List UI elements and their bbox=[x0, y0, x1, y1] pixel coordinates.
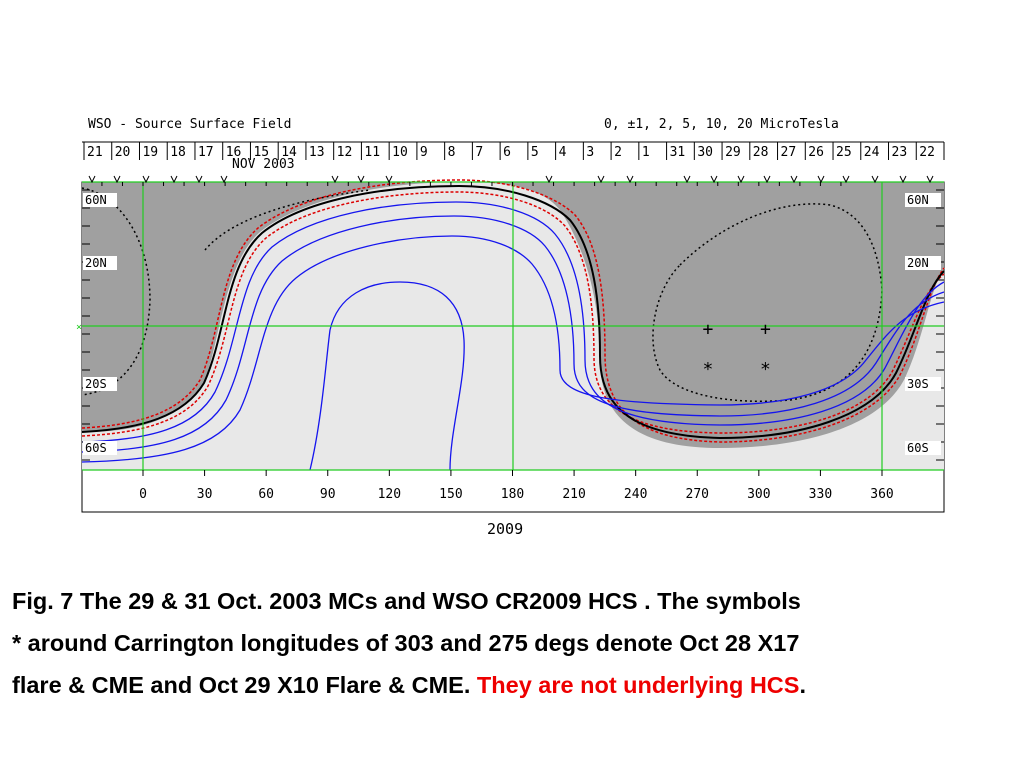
boundary-contour-outer bbox=[81, 179, 945, 443]
dotted-contour-top bbox=[204, 189, 371, 251]
latitude-labels-right: 60N 20N 30S 60S bbox=[905, 193, 941, 455]
latitude-label-right: 60S bbox=[907, 441, 929, 455]
caption-line-3-end: . bbox=[799, 672, 806, 698]
source-surface-field-map: WSO - Source Surface Field 0, ±1, 2, 5, … bbox=[76, 117, 945, 538]
day-tick-label: 30 bbox=[697, 145, 713, 160]
latitude-label-left: 60N bbox=[85, 193, 107, 207]
latitude-labels-left: 60N 20N 20S 60S bbox=[83, 193, 117, 455]
day-tick-label: 29 bbox=[725, 145, 741, 160]
blue-contour-1 bbox=[81, 201, 945, 443]
caption-line-3-red: They are not underlying HCS bbox=[476, 672, 800, 698]
plus-marker: + bbox=[760, 319, 771, 340]
longitude-tick-label: 120 bbox=[378, 487, 401, 502]
carrington-rotation-label: 2009 bbox=[487, 520, 523, 538]
latitude-label-right: 30S bbox=[907, 377, 929, 391]
longitude-axis: 0 30 60 90 120 150 180 210 240 270 300 330 360 bbox=[139, 470, 894, 502]
longitude-tick-label: 90 bbox=[320, 487, 336, 502]
day-tick-label: 6 bbox=[503, 145, 511, 160]
day-tick-label: 18 bbox=[170, 145, 186, 160]
longitude-tick-label: 270 bbox=[686, 487, 709, 502]
dotted-contour-right bbox=[652, 203, 883, 402]
longitude-tick-label: 180 bbox=[501, 487, 524, 502]
contour-levels-rest: 1, 2, 5, 10, 20 MicroTesla bbox=[635, 117, 839, 132]
caption-line-3: flare & CME and Oct 29 X10 Flare & CME. … bbox=[12, 664, 1017, 706]
longitude-tick-label: 360 bbox=[870, 487, 893, 502]
star-marker: * bbox=[760, 359, 771, 380]
day-tick-label: 3 bbox=[586, 145, 594, 160]
longitude-tick-label: 60 bbox=[258, 487, 274, 502]
day-tick-label: 10 bbox=[392, 145, 408, 160]
boundary-contour-inner bbox=[81, 191, 945, 437]
day-tick-label: 21 bbox=[87, 145, 103, 160]
inner-tick-marks bbox=[82, 182, 944, 461]
latitude-label-left: 20S bbox=[85, 377, 107, 391]
longitude-tick-label: 330 bbox=[809, 487, 832, 502]
caption-line-2: * around Carrington longitudes of 303 an… bbox=[12, 630, 800, 656]
plus-marker: + bbox=[703, 319, 714, 340]
day-tick-label: 27 bbox=[781, 145, 797, 160]
day-tick-label: 25 bbox=[836, 145, 852, 160]
day-tick-label: 14 bbox=[281, 145, 297, 160]
latitude-label-right: 60N bbox=[907, 193, 929, 207]
caption-line-1: Fig. 7 The 29 & 31 Oct. 2003 MCs and WSO… bbox=[12, 588, 801, 614]
day-tick-label: 26 bbox=[808, 145, 824, 160]
day-tick-label: 1 bbox=[642, 145, 650, 160]
day-tick-label: 22 bbox=[919, 145, 935, 160]
longitude-tick-label: 0 bbox=[139, 487, 147, 502]
equator-marker: × bbox=[76, 322, 82, 333]
latitude-label-right: 20N bbox=[907, 256, 929, 270]
caption-line-3-black: flare & CME and Oct 29 X10 Flare & CME. bbox=[12, 672, 477, 698]
day-tick-label: 11 bbox=[364, 145, 380, 160]
longitude-tick-label: 300 bbox=[747, 487, 770, 502]
day-tick-label: 7 bbox=[475, 145, 483, 160]
day-tick-label: 24 bbox=[864, 145, 880, 160]
day-tick-label: 15 bbox=[253, 145, 269, 160]
longitude-tick-label: 240 bbox=[624, 487, 647, 502]
longitude-tick-label: 150 bbox=[439, 487, 462, 502]
star-marker: * bbox=[703, 359, 714, 380]
longitude-tick-label: 210 bbox=[562, 487, 585, 502]
day-tick-label: 20 bbox=[115, 145, 131, 160]
event-markers: + + * * bbox=[703, 319, 771, 380]
latitude-label-left: 20N bbox=[85, 256, 107, 270]
figure-caption: Fig. 7 The 29 & 31 Oct. 2003 MCs and WSO… bbox=[12, 580, 1017, 706]
contour-levels-prefix: 0, bbox=[604, 117, 627, 132]
blue-contour-2 bbox=[81, 215, 945, 453]
day-tick-label: 19 bbox=[142, 145, 158, 160]
day-tick-label: 31 bbox=[670, 145, 686, 160]
day-tick-label: 8 bbox=[448, 145, 456, 160]
day-tick-strip: 21 20 19 18 17 16 15 14 13 12 11 10 9 8 7 6 5 4 3 2 1 31 30 29 2… bbox=[83, 142, 945, 160]
day-tick-label: 12 bbox=[337, 145, 353, 160]
negative-field-region bbox=[82, 182, 944, 448]
latitude-label-left: 60S bbox=[85, 441, 107, 455]
day-tick-label: 17 bbox=[198, 145, 214, 160]
day-tick-label: 4 bbox=[559, 145, 567, 160]
blue-contour-4 bbox=[309, 281, 465, 471]
contour-levels: 0, ±1, 2, 5, 10, 20 MicroTesla bbox=[604, 117, 839, 132]
day-tick-label: 2 bbox=[614, 145, 622, 160]
observation-marks bbox=[88, 175, 934, 184]
day-tick-label: 16 bbox=[226, 145, 242, 160]
date-label: NOV 2003 bbox=[232, 157, 295, 172]
day-tick-label: 9 bbox=[420, 145, 428, 160]
day-tick-label: 5 bbox=[531, 145, 539, 160]
figure-title: WSO - Source Surface Field bbox=[88, 117, 292, 132]
blue-contour-3 bbox=[81, 235, 945, 463]
neutral-line bbox=[81, 184, 945, 440]
day-tick-label: 23 bbox=[892, 145, 908, 160]
day-tick-label: 13 bbox=[309, 145, 325, 160]
longitude-tick-label: 30 bbox=[197, 487, 213, 502]
contour-levels-plusminus: ± bbox=[627, 117, 635, 132]
day-tick-label: 28 bbox=[753, 145, 769, 160]
